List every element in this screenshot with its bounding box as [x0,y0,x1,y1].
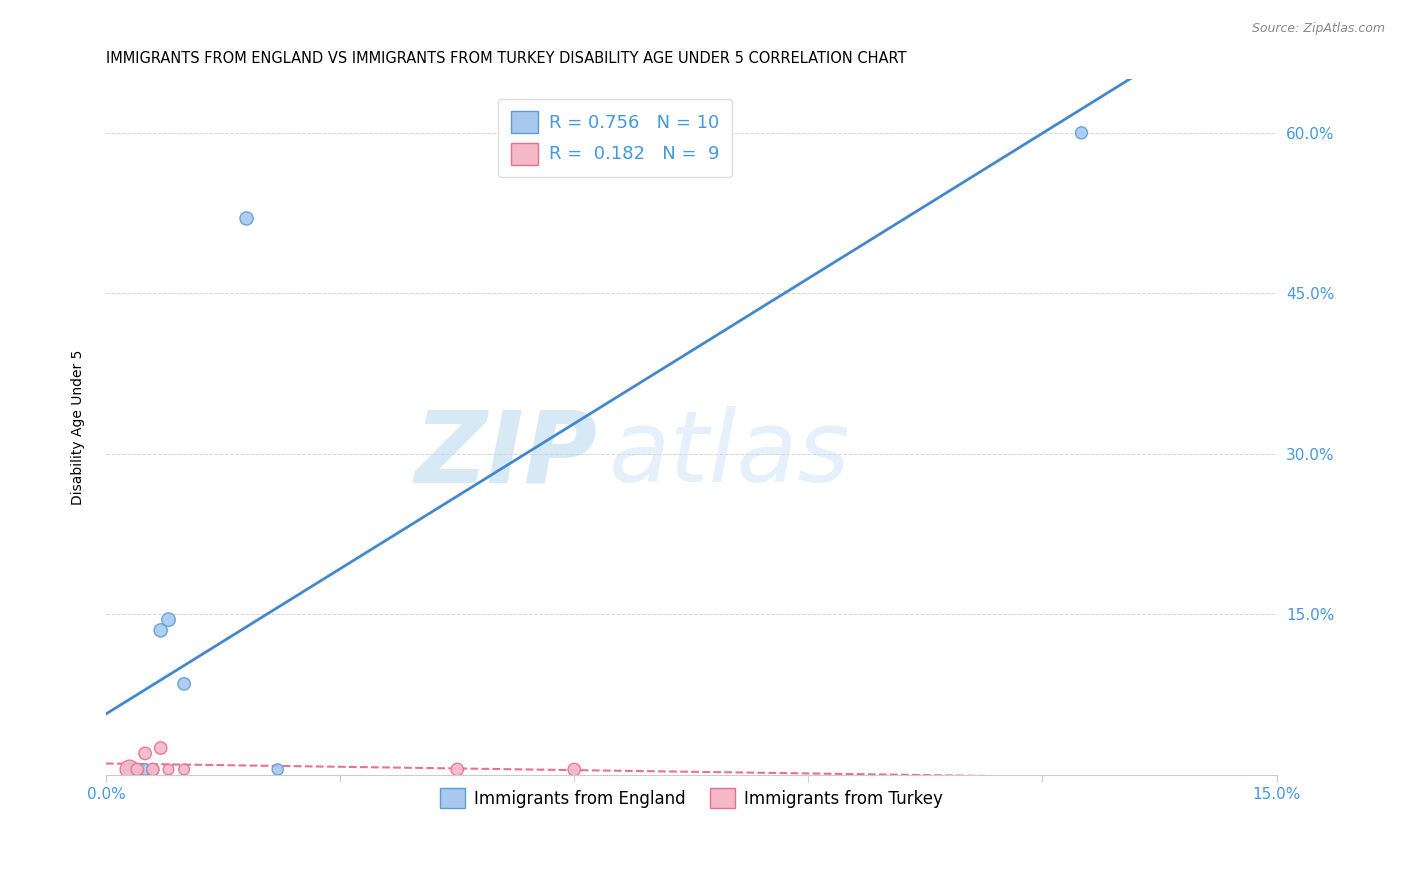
Point [142,763,165,777]
Point [446,763,468,777]
Y-axis label: Disability Age Under 5: Disability Age Under 5 [72,350,86,505]
Point [173,763,195,777]
Point [127,763,149,777]
Point [127,763,149,777]
Point [149,624,172,638]
Text: IMMIGRANTS FROM ENGLAND VS IMMIGRANTS FROM TURKEY DISABILITY AGE UNDER 5 CORRELA: IMMIGRANTS FROM ENGLAND VS IMMIGRANTS FR… [105,51,907,66]
Text: ZIP: ZIP [415,407,598,503]
Point [134,747,156,761]
Text: Source: ZipAtlas.com: Source: ZipAtlas.com [1251,22,1385,36]
Legend: Immigrants from England, Immigrants from Turkey: Immigrants from England, Immigrants from… [433,781,949,815]
Point [1070,126,1092,140]
Point [149,741,172,756]
Point [235,211,257,226]
Point [562,763,585,777]
Point [142,763,165,777]
Point [118,763,141,777]
Point [173,677,195,691]
Point [267,763,290,777]
Point [134,763,156,777]
Point [157,613,180,627]
Point [157,763,180,777]
Point [118,763,141,777]
Text: atlas: atlas [609,407,851,503]
